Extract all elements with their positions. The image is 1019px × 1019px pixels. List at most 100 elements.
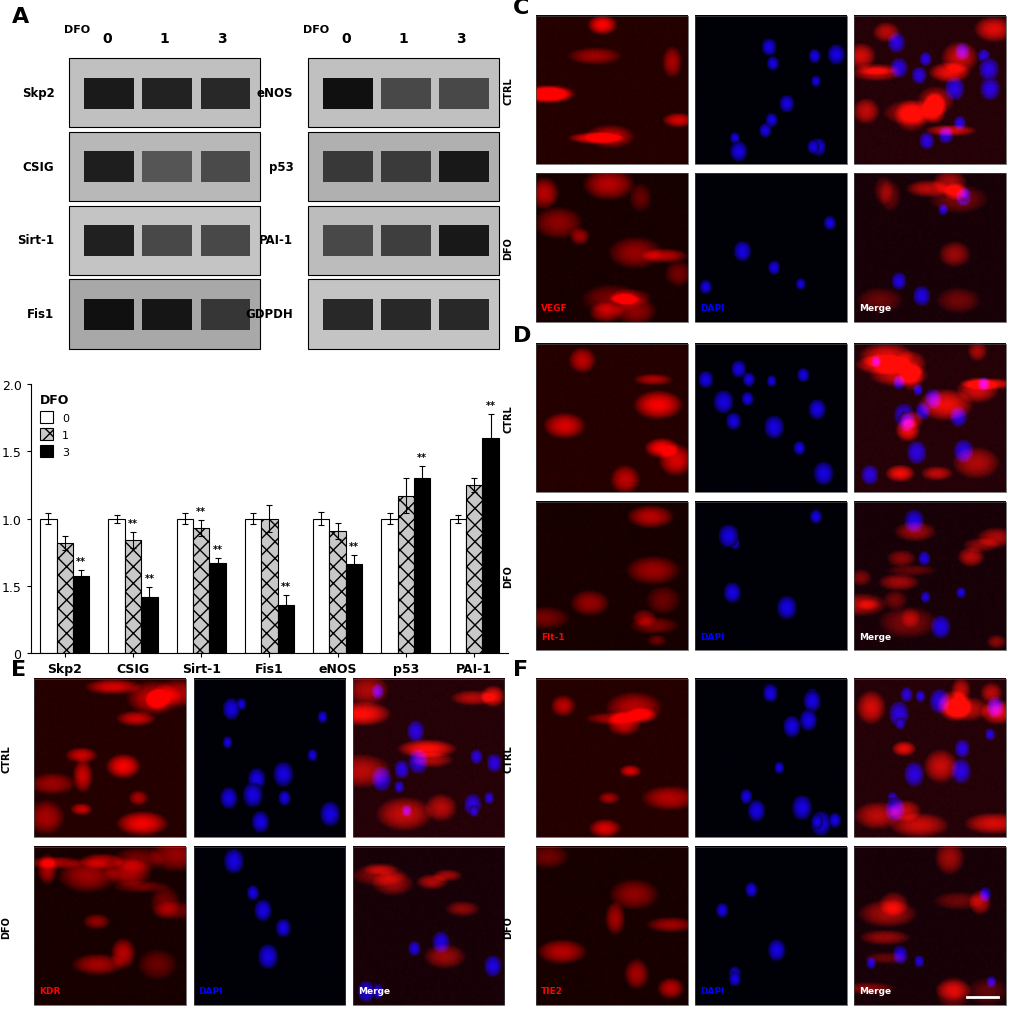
- Bar: [466, 485, 482, 653]
- Bar: [68, 206, 260, 276]
- Bar: [535, 16, 687, 165]
- Text: A: A: [11, 7, 29, 26]
- Bar: [201, 300, 250, 330]
- Text: DFO: DFO: [303, 25, 329, 35]
- Text: **: **: [196, 506, 206, 517]
- Bar: [143, 300, 192, 330]
- Text: DAPI: DAPI: [699, 304, 723, 313]
- Text: CSIG: CSIG: [22, 160, 54, 173]
- Bar: [854, 502, 1005, 650]
- Bar: [695, 502, 846, 650]
- Text: Merge: Merge: [358, 986, 389, 996]
- Bar: [194, 680, 344, 838]
- Bar: [381, 226, 430, 257]
- Text: **: **: [348, 541, 359, 551]
- Text: Sirt-1: Sirt-1: [17, 234, 54, 248]
- Bar: [313, 519, 329, 653]
- Bar: [854, 848, 1005, 1006]
- Bar: [695, 848, 846, 1006]
- Bar: [353, 680, 504, 838]
- Bar: [308, 59, 498, 128]
- Text: 0: 0: [340, 32, 351, 46]
- Bar: [854, 16, 1005, 165]
- Bar: [143, 78, 192, 109]
- Bar: [449, 519, 466, 653]
- Bar: [176, 519, 193, 653]
- Bar: [414, 479, 430, 653]
- Bar: [84, 300, 133, 330]
- Bar: [323, 78, 372, 109]
- Bar: [535, 344, 687, 493]
- Text: DAPI: DAPI: [699, 986, 723, 996]
- Text: 3: 3: [455, 32, 465, 46]
- Bar: [40, 519, 56, 653]
- Bar: [245, 519, 261, 653]
- Text: CTRL: CTRL: [1, 745, 11, 772]
- Bar: [124, 541, 141, 653]
- Bar: [329, 531, 345, 653]
- Bar: [35, 848, 185, 1006]
- Text: KDR: KDR: [39, 986, 60, 996]
- Bar: [345, 565, 362, 653]
- Bar: [143, 226, 192, 257]
- Bar: [141, 597, 157, 653]
- Text: **: **: [485, 400, 495, 411]
- Text: Merge: Merge: [858, 986, 891, 996]
- Text: **: **: [417, 452, 427, 463]
- Text: GDPDH: GDPDH: [246, 308, 293, 321]
- Text: Merge: Merge: [858, 304, 891, 313]
- Text: p53: p53: [268, 160, 293, 173]
- Bar: [56, 543, 72, 653]
- Bar: [439, 78, 489, 109]
- Bar: [323, 152, 372, 183]
- Bar: [439, 226, 489, 257]
- Bar: [695, 344, 846, 493]
- Bar: [194, 848, 344, 1006]
- Bar: [535, 174, 687, 322]
- Text: **: **: [280, 582, 290, 592]
- Bar: [201, 152, 250, 183]
- Bar: [381, 300, 430, 330]
- Text: 0: 0: [102, 32, 112, 46]
- Text: F: F: [513, 659, 528, 680]
- Bar: [68, 132, 260, 202]
- Text: VEGF: VEGF: [540, 304, 567, 313]
- Bar: [84, 226, 133, 257]
- Bar: [535, 848, 687, 1006]
- Bar: [381, 78, 430, 109]
- Bar: [277, 605, 293, 653]
- Bar: [308, 206, 498, 276]
- Text: CTRL: CTRL: [502, 405, 513, 432]
- Legend: 0, 1, 3: 0, 1, 3: [36, 390, 72, 461]
- Text: TIE2: TIE2: [540, 986, 562, 996]
- Bar: [854, 680, 1005, 838]
- Text: **: **: [76, 556, 86, 567]
- Bar: [353, 848, 504, 1006]
- Bar: [143, 152, 192, 183]
- Text: DAPI: DAPI: [199, 986, 223, 996]
- Bar: [323, 226, 372, 257]
- Bar: [308, 280, 498, 350]
- Bar: [535, 502, 687, 650]
- Text: D: D: [513, 325, 531, 345]
- Bar: [68, 280, 260, 350]
- Bar: [854, 174, 1005, 322]
- Text: DFO: DFO: [1, 915, 11, 937]
- Bar: [854, 344, 1005, 493]
- Text: Flt-1: Flt-1: [540, 632, 564, 641]
- Text: 1: 1: [159, 32, 169, 46]
- Bar: [209, 564, 225, 653]
- Bar: [381, 519, 397, 653]
- Bar: [35, 680, 185, 838]
- Bar: [482, 438, 498, 653]
- Bar: [308, 132, 498, 202]
- Bar: [439, 152, 489, 183]
- Bar: [84, 152, 133, 183]
- Text: E: E: [11, 659, 26, 680]
- Text: DAPI: DAPI: [699, 632, 723, 641]
- Bar: [397, 496, 414, 653]
- Bar: [201, 78, 250, 109]
- Text: Fis1: Fis1: [28, 308, 54, 321]
- Bar: [261, 519, 277, 653]
- Text: C: C: [513, 0, 529, 17]
